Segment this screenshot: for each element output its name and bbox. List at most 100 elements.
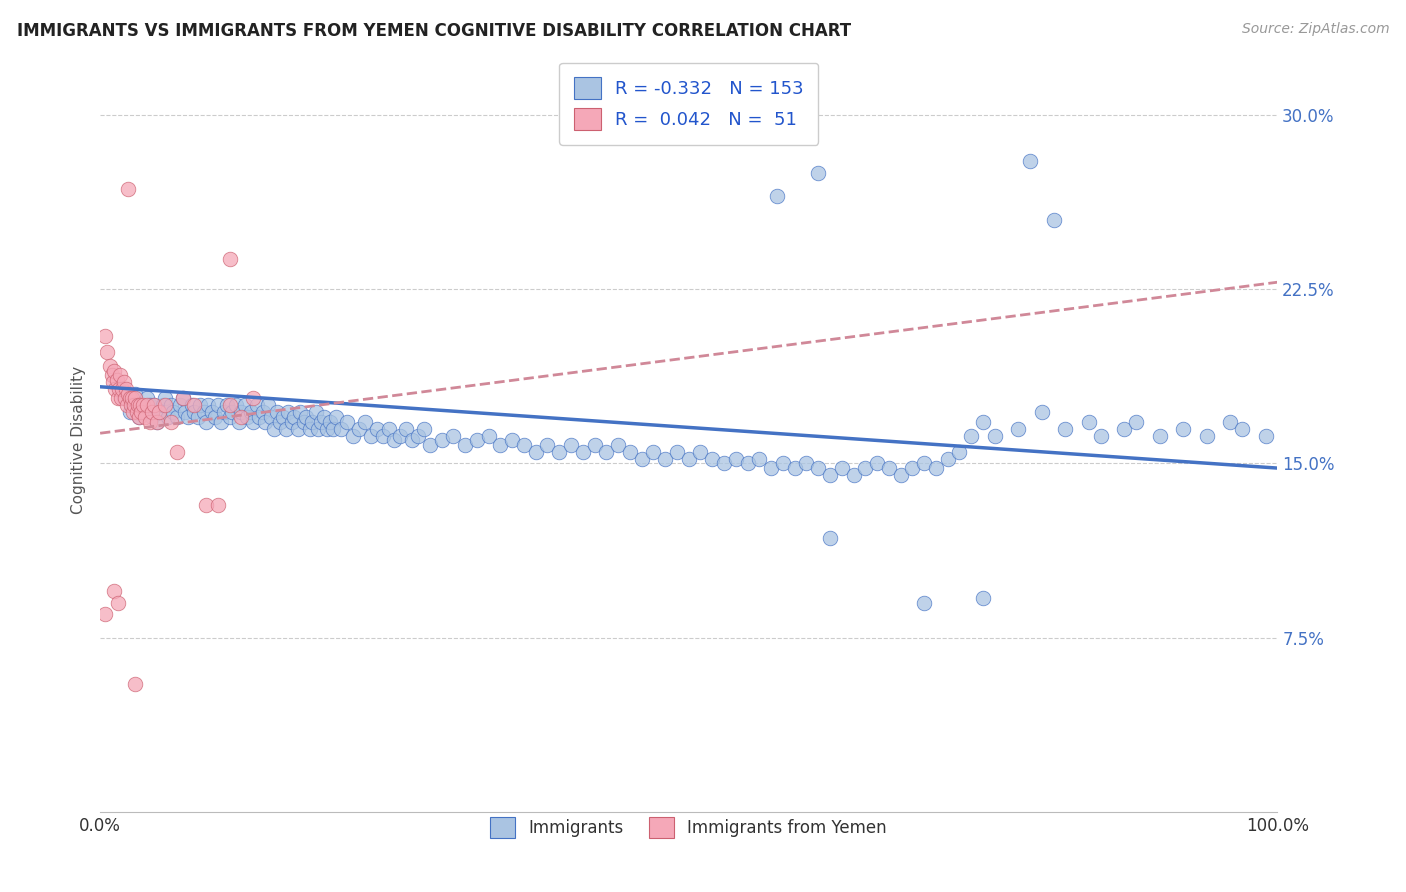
Point	[218, 398, 240, 412]
Point	[131, 398, 153, 412]
Point	[103, 584, 125, 599]
Point	[312, 409, 335, 424]
Point	[342, 428, 364, 442]
Point	[336, 415, 359, 429]
Point	[193, 405, 215, 419]
Point	[143, 398, 166, 412]
Point	[94, 607, 117, 622]
Point	[129, 398, 152, 412]
Point	[207, 498, 229, 512]
Point	[360, 428, 382, 442]
Point	[1090, 428, 1112, 442]
Point	[108, 382, 131, 396]
Point	[115, 398, 138, 412]
Point	[318, 415, 340, 429]
Point	[218, 252, 240, 266]
Point	[94, 328, 117, 343]
Point	[322, 421, 344, 435]
Point	[148, 405, 170, 419]
Point	[246, 398, 269, 412]
Point	[195, 498, 218, 512]
Point	[187, 409, 209, 424]
Point	[630, 451, 652, 466]
Point	[972, 415, 994, 429]
Point	[430, 433, 453, 447]
Point	[842, 468, 865, 483]
Point	[1114, 421, 1136, 435]
Point	[152, 398, 174, 412]
Point	[242, 392, 264, 406]
Point	[253, 415, 276, 429]
Point	[128, 409, 150, 424]
Point	[287, 421, 309, 435]
Point	[595, 445, 617, 459]
Point	[1007, 421, 1029, 435]
Point	[266, 405, 288, 419]
Point	[101, 368, 124, 383]
Point	[166, 409, 188, 424]
Point	[257, 398, 280, 412]
Point	[281, 415, 304, 429]
Point	[524, 445, 547, 459]
Point	[304, 405, 326, 419]
Point	[145, 415, 167, 429]
Point	[643, 445, 665, 459]
Point	[1171, 421, 1194, 435]
Point	[103, 363, 125, 377]
Point	[212, 405, 235, 419]
Point	[172, 392, 194, 406]
Point	[269, 415, 291, 429]
Point	[148, 405, 170, 419]
Point	[389, 428, 412, 442]
Text: Source: ZipAtlas.com: Source: ZipAtlas.com	[1241, 22, 1389, 37]
Point	[441, 428, 464, 442]
Point	[124, 392, 146, 406]
Point	[972, 591, 994, 606]
Point	[112, 392, 135, 406]
Point	[654, 451, 676, 466]
Point	[665, 445, 688, 459]
Point	[201, 405, 224, 419]
Point	[298, 421, 321, 435]
Point	[912, 596, 935, 610]
Point	[247, 409, 270, 424]
Point	[419, 438, 441, 452]
Point	[1149, 428, 1171, 442]
Point	[853, 461, 876, 475]
Point	[162, 405, 184, 419]
Point	[239, 405, 262, 419]
Point	[117, 182, 139, 196]
Point	[104, 382, 127, 396]
Point	[377, 421, 399, 435]
Point	[583, 438, 606, 452]
Point	[111, 382, 134, 396]
Point	[136, 398, 159, 412]
Point	[347, 421, 370, 435]
Point	[513, 438, 536, 452]
Point	[948, 445, 970, 459]
Point	[153, 398, 176, 412]
Point	[110, 392, 132, 406]
Point	[143, 398, 166, 412]
Point	[748, 451, 770, 466]
Point	[465, 433, 488, 447]
Point	[866, 457, 889, 471]
Point	[157, 409, 180, 424]
Point	[177, 409, 200, 424]
Point	[166, 445, 188, 459]
Point	[292, 415, 315, 429]
Point	[252, 405, 274, 419]
Point	[1031, 405, 1053, 419]
Point	[354, 415, 377, 429]
Point	[122, 398, 145, 412]
Point	[136, 392, 159, 406]
Point	[901, 461, 924, 475]
Point	[217, 398, 239, 412]
Point	[330, 421, 353, 435]
Point	[105, 373, 128, 387]
Point	[290, 405, 312, 419]
Point	[560, 438, 582, 452]
Point	[984, 428, 1007, 442]
Point	[173, 405, 195, 419]
Point	[153, 392, 176, 406]
